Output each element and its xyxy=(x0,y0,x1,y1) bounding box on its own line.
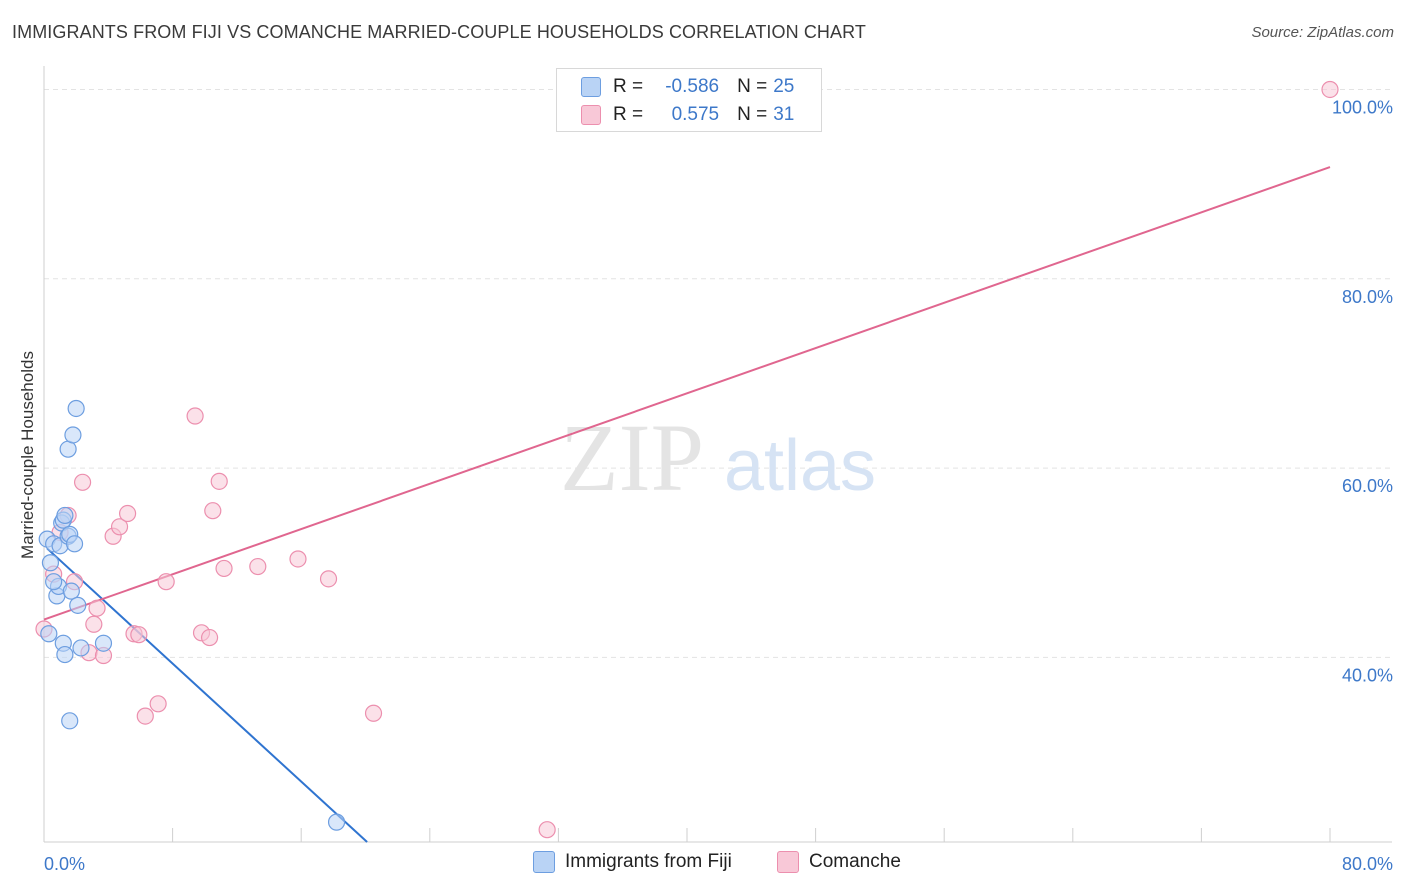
comanche-swatch xyxy=(581,105,601,125)
comanche-n-value: 31 xyxy=(773,104,795,125)
fiji-swatch xyxy=(581,77,601,97)
y-tick-label: 100.0% xyxy=(1332,97,1393,117)
fiji-r-label: R = xyxy=(613,76,644,97)
comanche-r-value: 0.575 xyxy=(671,104,720,125)
comanche-point xyxy=(364,704,383,722)
tick-label-layer: 40.0% 60.0% 80.0% 100.0% 0.0% 80.0% xyxy=(44,97,1393,874)
fiji-n-label: N = xyxy=(737,76,768,97)
watermark-zip: ZIP xyxy=(560,404,704,511)
bottom-fiji-label: Immigrants from Fiji xyxy=(565,851,732,872)
axes-layer xyxy=(43,66,1392,843)
comanche-point xyxy=(249,557,267,576)
grid-layer xyxy=(44,88,1392,658)
bottom-comanche-label: Comanche xyxy=(809,851,901,872)
comanche-point xyxy=(215,559,233,578)
comanche-point xyxy=(136,707,154,725)
fiji-trend-line xyxy=(46,547,368,843)
fiji-point xyxy=(56,645,74,664)
fiji-point xyxy=(65,535,84,553)
legend-row-comanche: R = 0.575 N = 31 xyxy=(557,101,794,129)
comanche-point xyxy=(186,407,204,425)
comanche-point xyxy=(200,628,219,647)
bottom-legend-fiji: Immigrants from Fiji xyxy=(533,851,732,873)
fiji-point xyxy=(94,634,113,652)
chart-title: IMMIGRANTS FROM FIJI VS COMANCHE MARRIED… xyxy=(12,22,867,42)
fiji-point xyxy=(62,582,80,600)
source-label: Source: ZipAtlas.com xyxy=(1251,24,1394,41)
comanche-point xyxy=(204,502,222,520)
comanche-point xyxy=(1321,80,1339,99)
y-tick-label: 80.0% xyxy=(1342,287,1393,307)
fiji-point xyxy=(67,399,85,418)
fiji-point xyxy=(72,639,90,657)
fiji-r-value: -0.586 xyxy=(665,76,720,97)
trend-layer xyxy=(43,166,1331,843)
comanche-r-label: R = xyxy=(613,104,644,125)
y-tick-label: 60.0% xyxy=(1342,476,1393,496)
points-layer xyxy=(35,80,1339,839)
comanche-point xyxy=(118,504,137,523)
legend-row-fiji: R = -0.586 N = 25 xyxy=(557,73,794,101)
fiji-point xyxy=(69,596,87,614)
fiji-point xyxy=(61,712,79,730)
correlation-legend: R = -0.586 N = 25 R = 0.575 N = 31 xyxy=(556,68,822,132)
comanche-point xyxy=(157,573,175,591)
fiji-point xyxy=(64,426,82,444)
comanche-point xyxy=(88,599,106,617)
fiji-point xyxy=(56,506,74,525)
fiji-n-value: 25 xyxy=(773,76,795,97)
comanche-trend-line xyxy=(43,166,1331,621)
watermark-atlas: atlas xyxy=(724,426,876,506)
comanche-n-label: N = xyxy=(737,104,768,125)
comanche-point xyxy=(130,626,148,644)
comanche-point xyxy=(289,550,307,568)
comanche-point xyxy=(149,695,167,713)
fiji-point xyxy=(327,813,346,831)
comanche-point xyxy=(210,472,228,490)
comanche-point xyxy=(538,821,556,839)
x-tick-label: 80.0% xyxy=(1342,854,1393,874)
fiji-point xyxy=(41,554,60,572)
comanche-point xyxy=(319,570,338,588)
x-tick-label: 0.0% xyxy=(44,854,85,874)
fiji-point xyxy=(59,440,77,458)
y-tick-label: 40.0% xyxy=(1342,665,1393,685)
comanche-point xyxy=(110,518,129,536)
comanche-point xyxy=(85,615,103,633)
comanche-point xyxy=(73,473,92,491)
fiji-point xyxy=(45,573,63,591)
bottom-legend-comanche: Comanche xyxy=(777,851,901,873)
fiji-point xyxy=(40,625,58,643)
bottom-fiji-swatch xyxy=(533,851,555,873)
bottom-comanche-swatch xyxy=(777,851,799,873)
watermark: ZIP atlas xyxy=(560,404,876,511)
